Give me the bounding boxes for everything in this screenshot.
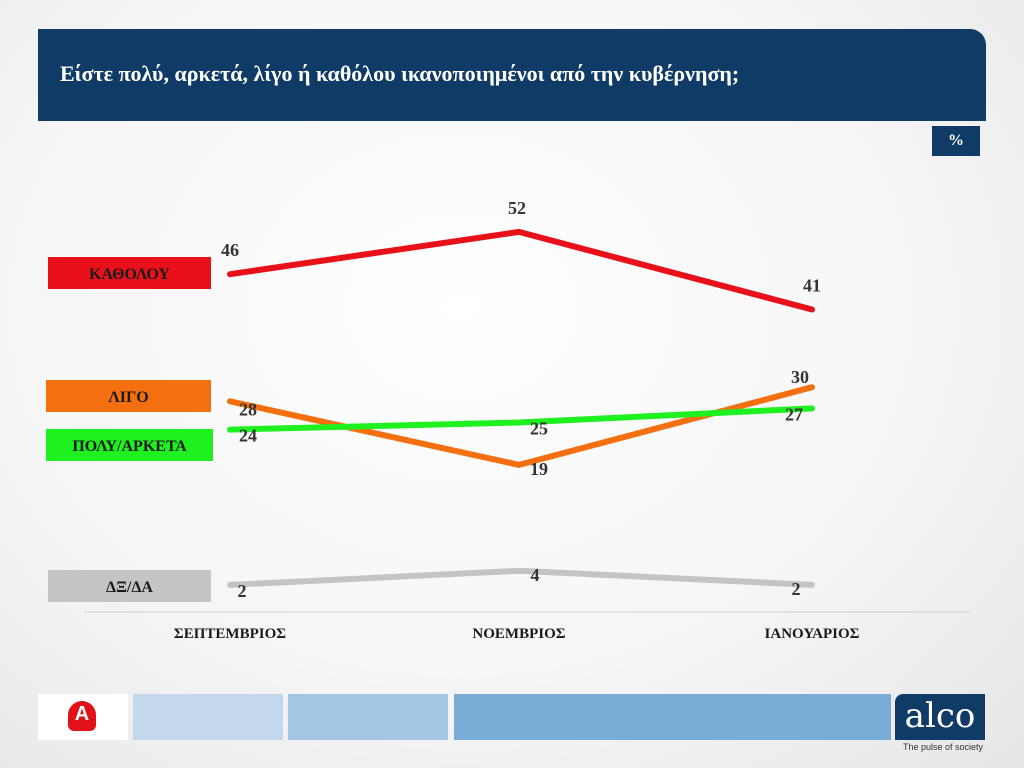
legend-label-0: ΚΑΘΟΛΟΥ: [89, 266, 170, 283]
page-title: Είστε πολύ, αρκετά, λίγο ή καθόλου ικανο…: [60, 61, 740, 86]
legend-label-1: ΛΙΓΟ: [108, 389, 148, 406]
alco-tagline: The pulse of society: [903, 742, 984, 752]
data-label: 24: [239, 426, 257, 446]
data-label: 30: [791, 367, 809, 387]
data-label: 19: [530, 459, 548, 479]
data-label: 2: [238, 581, 247, 601]
data-label: 25: [530, 419, 548, 439]
data-label: 28: [239, 399, 257, 419]
legend-box-2: [46, 429, 213, 461]
data-label: 52: [508, 198, 526, 218]
alpha-news-logo: A: [38, 694, 128, 740]
header-banner: Είστε πολύ, αρκετά, λίγο ή καθόλου ικανο…: [38, 29, 986, 121]
data-label: 2: [792, 579, 801, 599]
alco-logo-text: alco: [904, 696, 976, 736]
series-line-0: [227, 228, 815, 313]
x-tick-label: ΝΟΕΜΒΡΙΟΣ: [472, 626, 565, 642]
unit-badge: %: [932, 126, 980, 156]
legend-label-2: ΠΟΛΥ/ΑΡΚΕΤΑ: [72, 438, 187, 455]
data-label: 41: [803, 276, 821, 296]
footer-segment-1: [133, 694, 283, 740]
legend-box-0: [48, 257, 211, 289]
x-tick-label: ΙΑΝΟΥΑΡΙΟΣ: [765, 626, 860, 642]
series-line-3: [227, 567, 815, 588]
legend-box-1: [46, 380, 211, 412]
footer-segment-2: [288, 694, 448, 740]
alpha-logo-icon: A: [68, 701, 96, 731]
alco-logo: alco: [895, 694, 985, 740]
legend-box-3: [48, 570, 211, 602]
data-label: 4: [531, 565, 540, 585]
legend-label-3: ΔΞ/ΔΑ: [106, 579, 153, 596]
data-label: 46: [221, 240, 239, 260]
data-label: 27: [785, 404, 803, 424]
series-line-2: [227, 405, 815, 433]
footer-segment-3: [454, 694, 891, 740]
x-tick-label: ΣΕΠΤΕΜΒΡΙΟΣ: [174, 626, 286, 642]
